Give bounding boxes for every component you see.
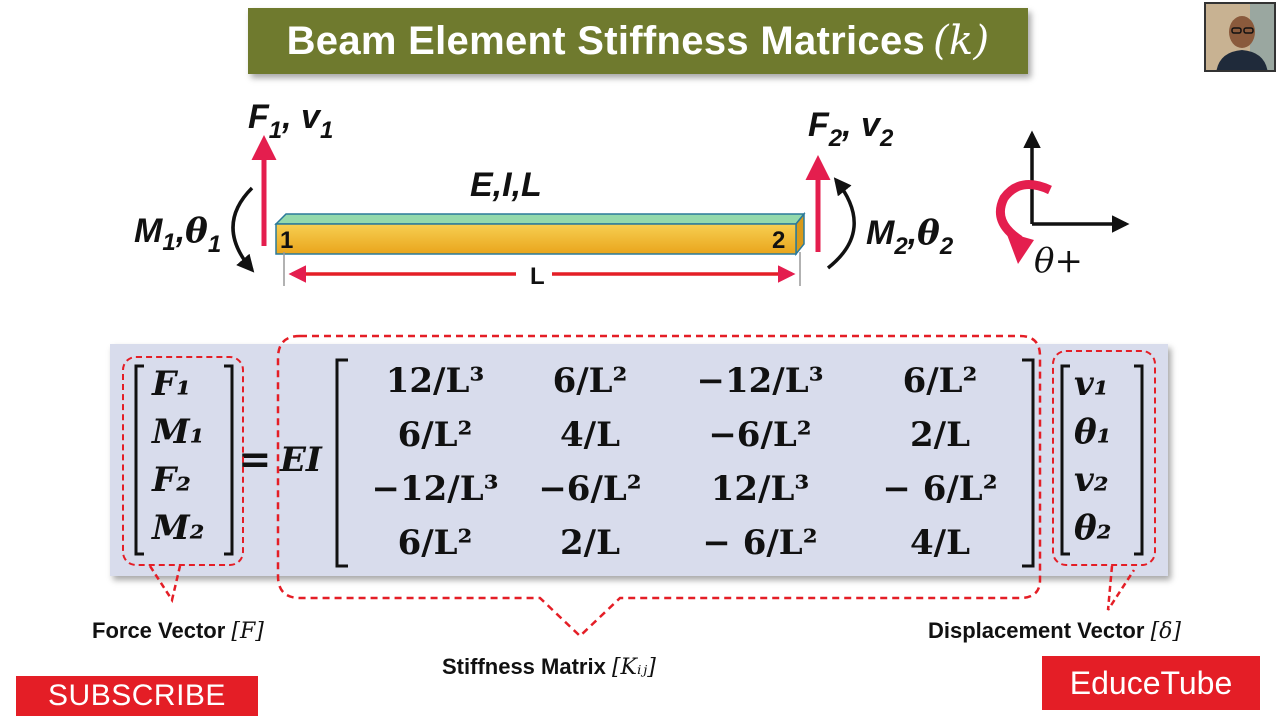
matrix-cell: − 6/L²	[882, 469, 998, 509]
stiffness-matrix: 12/L³ 6/L² −12/L³ 6/L² 6/L² 4/L −6/L² 2/…	[350, 354, 1020, 570]
matrix-cell: −6/L²	[708, 415, 812, 455]
callout-lines	[148, 334, 1136, 638]
matrix-cell: 6/L²	[902, 361, 978, 401]
force-vector-highlight	[122, 356, 244, 566]
matrix-cell: − 6/L²	[702, 523, 818, 563]
force-vector-brackets	[134, 364, 234, 556]
beam-diagram: 1 2 E,I,L F1, v1 F2, v2 M1,θ1 M2,θ2 L θ+	[134, 98, 1130, 290]
moment-label-right: M2,θ2	[866, 213, 954, 260]
sign-convention-label: θ+	[1034, 241, 1083, 281]
sign-convention-icon	[996, 130, 1130, 264]
presenter-avatar	[1204, 2, 1276, 72]
moment-arrow-left	[231, 186, 255, 273]
force-label-right: F2, v2	[808, 106, 894, 152]
node-1-label: 1	[280, 227, 293, 254]
stiffness-matrix-highlight	[276, 334, 1042, 638]
title-symbol: (k)	[933, 18, 990, 64]
matrix-cell: 6/L²	[552, 361, 628, 401]
matrix-equation-panel	[110, 344, 1168, 576]
displacement-vector-entry: θ₁	[1074, 412, 1112, 452]
force-vector-entry: F₁	[152, 364, 192, 404]
matrix-cell: −12/L³	[696, 361, 824, 401]
force-label-left: F1, v1	[248, 98, 333, 144]
matrix-cell: 4/L	[560, 415, 620, 455]
stiffness-matrix-brackets	[335, 358, 1035, 568]
matrix-cell: 4/L	[910, 523, 970, 563]
moment-arrow-right	[826, 177, 856, 270]
force-vector: F₁ M₁ F₂ M₂	[152, 360, 216, 552]
displacement-vector-entry: v₂	[1074, 460, 1109, 500]
displacement-vector-entry: θ₂	[1074, 508, 1112, 548]
force-vector-entry: M₁	[152, 412, 205, 452]
displacement-vector-label: Displacement Vector [δ]	[928, 618, 1181, 644]
matrix-cell: −6/L²	[538, 469, 642, 509]
subscribe-button[interactable]: SUBSCRIBE	[16, 676, 258, 716]
displacement-vector-highlight	[1052, 350, 1156, 566]
matrix-cell: 2/L	[910, 415, 970, 455]
matrix-cell: 12/L³	[710, 469, 810, 509]
matrix-cell: 12/L³	[385, 361, 485, 401]
ei-factor: EI	[280, 440, 322, 480]
force-vector-entry: F₂	[152, 460, 192, 500]
page-title: Beam Element Stiffness Matrices	[286, 18, 926, 63]
force-vector-label: Force Vector [F]	[92, 618, 264, 644]
force-callout	[148, 565, 182, 604]
matrix-cell: 6/L²	[397, 523, 473, 563]
matrix-row: −12/L³ −6/L² 12/L³ − 6/L²	[350, 462, 1020, 516]
force-vector-entry: M₂	[152, 508, 205, 548]
displacement-vector: v₁ θ₁ v₂ θ₂	[1074, 360, 1134, 552]
title-banner: Beam Element Stiffness Matrices (k)	[248, 8, 1028, 74]
beam	[274, 211, 806, 257]
beam-properties: E,I,L	[470, 166, 542, 204]
matrix-cell: −12/L³	[371, 469, 499, 509]
educetube-logo: EducеTube	[1042, 656, 1260, 710]
matrix-cell: 6/L²	[397, 415, 473, 455]
displacement-callout	[1106, 565, 1136, 611]
displacement-vector-brackets	[1060, 364, 1144, 556]
moment-label-left: M1,θ1	[134, 211, 221, 258]
matrix-row: 6/L² 4/L −6/L² 2/L	[350, 408, 1020, 462]
matrix-row: 12/L³ 6/L² −12/L³ 6/L²	[350, 354, 1020, 408]
matrix-row: 6/L² 2/L − 6/L² 4/L	[350, 516, 1020, 570]
matrix-cell: 2/L	[560, 523, 620, 563]
stiffness-matrix-label: Stiffness Matrix [Kᵢⱼ]	[442, 654, 656, 680]
length-label: L	[530, 263, 545, 290]
node-2-label: 2	[772, 227, 785, 254]
displacement-vector-entry: v₁	[1074, 364, 1109, 404]
